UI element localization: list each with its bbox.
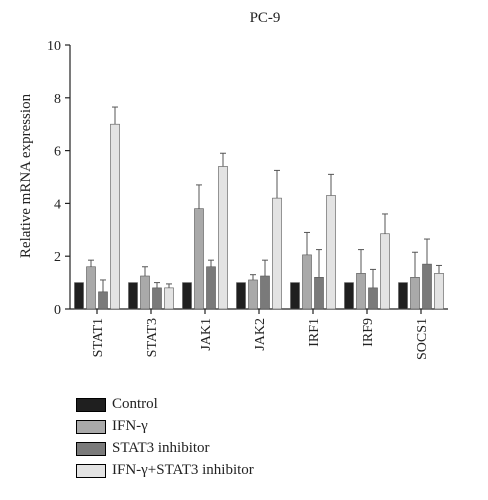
bar (380, 233, 390, 310)
legend-swatch-stat3-inhibitor (76, 442, 106, 456)
bar (110, 123, 120, 310)
legend-label-control: Control (112, 396, 158, 412)
error-bar (220, 152, 226, 167)
error-bar (262, 259, 268, 276)
x-tick-label: JAK1 (199, 318, 214, 351)
bar (248, 279, 258, 310)
bar (86, 266, 96, 310)
legend-label-stat3-inhibitor: STAT3 inhibitor (112, 440, 210, 456)
error-bar (316, 249, 322, 278)
x-tick-label: STAT3 (145, 318, 160, 357)
error-bar (166, 283, 172, 288)
error-bar (250, 274, 256, 280)
error-bar (208, 259, 214, 267)
y-tick-label: 8 (54, 92, 61, 107)
error-bar (370, 268, 376, 288)
y-tick-label: 2 (54, 250, 61, 265)
y-tick-label: 10 (47, 39, 61, 54)
legend-swatch-ifn-gamma (76, 420, 106, 434)
x-tick-label: JAK2 (253, 318, 268, 351)
error-bar (358, 249, 364, 274)
y-axis-label: Relative mRNA expression (18, 93, 34, 258)
x-tick-label: STAT1 (91, 318, 106, 357)
error-bars (88, 106, 442, 292)
error-bar (100, 279, 106, 292)
error-bar (424, 238, 430, 265)
bar (302, 254, 312, 310)
bar (74, 282, 84, 310)
bar (434, 273, 444, 310)
bar (398, 282, 408, 310)
error-bar (142, 266, 148, 276)
bar (290, 282, 300, 310)
bar (410, 277, 420, 310)
chart-title: PC-9 (250, 10, 281, 26)
error-bar (412, 251, 418, 278)
bar (314, 277, 324, 310)
error-bar (112, 106, 118, 125)
x-tick-label: SOCS1 (415, 318, 430, 360)
legend-swatch-combination (76, 464, 106, 478)
legend-swatch-control (76, 398, 106, 412)
bar (182, 282, 192, 310)
bar (218, 166, 228, 310)
bar (194, 208, 204, 310)
error-bar (382, 213, 388, 234)
bar (98, 291, 108, 310)
error-bar (274, 169, 280, 199)
x-tick-label: IRF1 (307, 318, 322, 347)
bar (236, 282, 246, 310)
error-bar (328, 173, 334, 196)
bar (128, 282, 138, 310)
bar-chart: PC-9 Relative mRNA expression 0 2 4 6 8 10 ST… (18, 10, 448, 360)
legend-label-combination: IFN-γ+STAT3 inhibitor (112, 462, 254, 478)
bar (368, 287, 378, 310)
error-bar (436, 264, 442, 274)
x-tick-labels: STAT1 STAT3 JAK1 JAK2 IRF1 IRF9 SOCS1 (91, 318, 430, 360)
bar (326, 195, 336, 310)
y-tick-label: 0 (54, 303, 61, 318)
error-bar (304, 231, 310, 255)
x-tick-label: IRF9 (361, 318, 376, 347)
bar (152, 287, 162, 310)
bar (206, 266, 216, 310)
bars (74, 123, 444, 310)
bar (164, 287, 174, 310)
bar (344, 282, 354, 310)
y-tick-label: 4 (54, 197, 61, 212)
error-bar (196, 184, 202, 209)
bar (356, 273, 366, 310)
bar (422, 263, 432, 310)
bar (140, 275, 150, 310)
bar (260, 275, 270, 310)
legend-label-ifn-gamma: IFN-γ (112, 418, 148, 434)
error-bar (88, 259, 94, 267)
y-tick-label: 6 (54, 145, 61, 160)
error-bar (154, 282, 160, 288)
bar (272, 197, 282, 310)
